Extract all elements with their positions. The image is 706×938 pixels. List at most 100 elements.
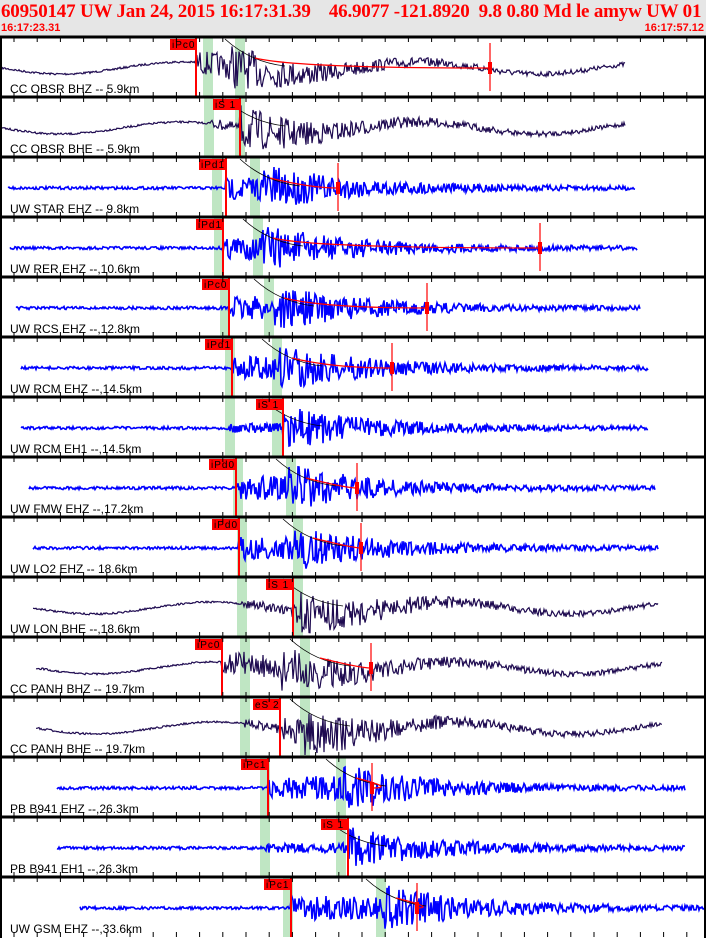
header-bar: 60950147 UW Jan 24, 2015 16:17:31.39 46.… xyxy=(0,0,706,37)
trace-panel[interactable]: iPd0 UW LO2 EHZ -- 18.6km xyxy=(0,515,706,577)
p-window xyxy=(204,97,214,157)
pick-flag[interactable] xyxy=(212,519,239,530)
pick-flag[interactable] xyxy=(253,699,280,710)
s-window xyxy=(286,457,296,517)
trace-panel[interactable]: iPd0 UW FMW EHZ --,17.2km xyxy=(0,455,706,517)
coda-marker-box xyxy=(336,182,340,194)
coda-line xyxy=(283,297,428,309)
pick-label: iS 1 xyxy=(215,100,236,111)
waveform xyxy=(56,827,686,866)
pick-label: iPc0 xyxy=(204,280,227,291)
station-label: CC OBSR BHZ -- 5.9km xyxy=(10,82,139,96)
pick-flag[interactable] xyxy=(266,579,293,590)
trace-panel[interactable]: iPc0 CC OBSR BHZ -- 5.9km xyxy=(0,35,706,97)
pick-flag[interactable] xyxy=(264,879,291,890)
station-label: CC PANH BHE -- 19.7km xyxy=(10,742,145,756)
travel-time-curve xyxy=(261,338,323,367)
waveform xyxy=(32,530,659,569)
trace-panel[interactable]: iPd1 UW STAR EHZ -- 9.8km xyxy=(0,155,706,217)
station-label: CC OBSR BHE -- 5.9km xyxy=(10,142,140,156)
waveform xyxy=(28,466,656,507)
s-window xyxy=(300,697,310,757)
pick-flag[interactable] xyxy=(205,339,232,350)
s-window xyxy=(264,277,274,337)
pick-label: iPd0 xyxy=(211,460,235,471)
trace-panel[interactable]: iPc0 UW RCS EHZ --,12.8km xyxy=(0,275,706,337)
start-time: 16:17:23.31 xyxy=(1,22,61,34)
pick-label: iPc0 xyxy=(172,40,195,51)
pick-flag[interactable] xyxy=(199,159,226,170)
trace-panel[interactable]: eS 2 CC PANH BHE -- 19.7km xyxy=(0,695,706,757)
coda-line xyxy=(269,177,339,189)
pick-flag[interactable] xyxy=(256,399,283,410)
pick-label: iS 1 xyxy=(258,400,279,411)
waveform xyxy=(20,347,649,389)
waveform xyxy=(79,885,706,929)
coda-line xyxy=(395,897,424,909)
station-label: PB B941 EHZ --,26.3km xyxy=(10,802,139,816)
pick-label: iPd1 xyxy=(198,220,222,231)
waveform xyxy=(7,166,636,205)
travel-time-curve xyxy=(239,158,301,187)
coda-marker-box xyxy=(488,62,492,74)
trace-panel[interactable]: iS 1 UW LON BHE --,18.6km xyxy=(0,575,706,637)
s-window xyxy=(272,337,282,397)
waveform xyxy=(32,592,659,634)
p-window xyxy=(237,577,247,637)
station-label: UW GSM EHZ --,33.6km xyxy=(10,922,142,936)
trace-panel[interactable]: iS 1 UW RCM EH1 --,14.5km xyxy=(0,395,706,457)
trace-panel[interactable]: iPc1 UW GSM EHZ --,33.6km xyxy=(0,875,706,937)
station-label: UW RCM EHZ --,14.5km xyxy=(10,382,142,396)
travel-time-curve xyxy=(289,638,351,667)
coda-line xyxy=(254,57,491,69)
trace-panel[interactable]: iPc1 PB B941 EHZ --,26.3km xyxy=(0,755,706,817)
trace-panel[interactable]: iS 1 CC OBSR BHE -- 5.9km xyxy=(0,95,706,157)
pick-label: iS 1 xyxy=(323,820,344,831)
pick-label: iPc1 xyxy=(243,760,266,771)
travel-time-curve xyxy=(253,278,315,307)
pick-flag[interactable] xyxy=(321,819,348,830)
station-label: UW FMW EHZ --,17.2km xyxy=(10,502,143,516)
travel-time-curve xyxy=(289,698,351,727)
pick-label: iPd0 xyxy=(214,520,238,531)
pick-label: eS 2 xyxy=(255,700,280,711)
s-window xyxy=(253,217,263,277)
coda-marker-box xyxy=(390,362,394,374)
coda-line xyxy=(291,357,393,369)
pick-label: iPc0 xyxy=(197,640,220,651)
station-label: UW STAR EHZ -- 9.8km xyxy=(10,202,139,216)
pick-flag[interactable] xyxy=(196,219,223,230)
waveform xyxy=(35,649,663,691)
pick-flag[interactable] xyxy=(195,639,222,650)
pick-flag[interactable] xyxy=(170,39,196,50)
coda-marker-box xyxy=(370,782,374,794)
waveform xyxy=(15,290,641,328)
s-window xyxy=(300,637,310,697)
pick-flag[interactable] xyxy=(213,99,240,110)
pick-label: iPc1 xyxy=(266,880,289,891)
event-title: 60950147 UW Jan 24, 2015 16:17:31.39 46.… xyxy=(1,1,706,22)
coda-line xyxy=(272,237,541,249)
s-window xyxy=(235,37,245,97)
trace-panel[interactable]: iS 1 PB B941 EH1 --,26.3km xyxy=(0,815,706,877)
station-label: UW LO2 EHZ -- 18.6km xyxy=(10,562,137,576)
pick-flag[interactable] xyxy=(241,759,268,770)
pick-label: iPd1 xyxy=(207,340,231,351)
pick-flag[interactable] xyxy=(202,279,229,290)
pick-flag[interactable] xyxy=(209,459,236,470)
trace-panel[interactable]: iPc0 CC PANH BHZ -- 19.7km xyxy=(0,635,706,697)
coda-marker-box xyxy=(359,542,363,554)
coda-line xyxy=(305,477,358,489)
waveform xyxy=(1,46,626,89)
p-window xyxy=(260,817,270,877)
trace-panel[interactable]: iPd1 UW RER EHZ --,10.6km xyxy=(0,215,706,277)
coda-marker-box xyxy=(369,662,373,674)
trace-panel[interactable]: iPd1 UW RCM EHZ --,14.5km xyxy=(0,335,706,397)
travel-time-curve xyxy=(275,458,337,487)
p-window xyxy=(225,337,235,397)
waveform xyxy=(56,765,686,808)
waveform xyxy=(20,408,649,448)
station-label: UW RCM EH1 --,14.5km xyxy=(10,442,141,456)
